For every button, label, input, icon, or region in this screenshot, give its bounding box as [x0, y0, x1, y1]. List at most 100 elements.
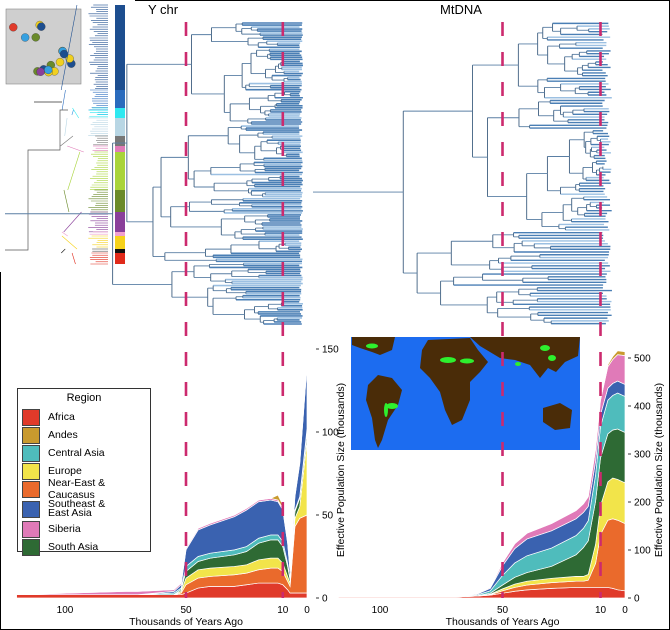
- x-axis-title: Thousands of Years Ago: [129, 616, 243, 628]
- legend-item: Europe: [18, 462, 150, 480]
- legend-label: South Asia: [48, 541, 99, 553]
- archaeological-site-marker: [515, 362, 521, 366]
- haplogroup-pie: [36, 67, 45, 76]
- y-tick-label: 150: [322, 345, 339, 356]
- haplogroup-inset: [0, 0, 135, 272]
- haplogroup-color-bar: [115, 212, 125, 232]
- inset-tree-branch: [61, 248, 66, 254]
- legend-item: Africa: [18, 408, 150, 426]
- x-tick-label: 10: [595, 605, 607, 616]
- haplogroup-color-bar: [115, 108, 125, 118]
- legend-swatch: [22, 538, 40, 556]
- x-tick-label: 50: [180, 605, 192, 616]
- haplogroup-pie: [21, 33, 30, 42]
- legend-swatch: [22, 408, 40, 426]
- region-legend: Region Africa Andes Central Asia Europe Near…: [17, 388, 151, 556]
- inset-tree-root: [5, 109, 68, 251]
- haplogroup-color-bar: [115, 146, 125, 152]
- inset-tree-branch: [71, 109, 74, 116]
- legend-swatch: [22, 480, 40, 498]
- haplogroup-pie: [44, 65, 53, 75]
- x-axis-title: Thousands of Years Ago: [446, 616, 560, 628]
- haplogroup-color-bar: [115, 232, 125, 236]
- archaeological-site-marker: [540, 345, 550, 351]
- haplogroup-color-bar: [115, 253, 125, 264]
- ychr-area-chart: [16, 363, 308, 599]
- legend-item: Central Asia: [18, 444, 150, 462]
- inset-tree-branch: [60, 4, 78, 91]
- haplogroup-color-bar: [115, 90, 125, 110]
- inset-tree-branch: [64, 117, 68, 137]
- legend-item: Siberia: [18, 520, 150, 538]
- x-tick-label: 10: [277, 605, 289, 616]
- reference-lines: [184, 22, 602, 598]
- archaeological-site-marker: [548, 355, 556, 361]
- haplogroup-pie: [31, 33, 40, 42]
- legend-item: Andes: [18, 426, 150, 444]
- y-tick-label: 300: [634, 450, 651, 461]
- x-tick-label: 50: [497, 605, 509, 616]
- haplogroup-color-bar: [115, 190, 125, 212]
- legend-label: Europe: [48, 465, 82, 477]
- world-map-inset: [351, 337, 580, 450]
- mtdna-title: MtDNA: [440, 2, 482, 17]
- legend-label: Andes: [48, 429, 78, 441]
- legend-swatch: [22, 444, 40, 462]
- x-tick-label: 0: [304, 605, 310, 616]
- inset-tree-branch: [72, 107, 80, 119]
- haplogroup-color-bar: [115, 249, 125, 253]
- legend-swatch: [22, 462, 40, 480]
- legend-label: Africa: [48, 411, 75, 423]
- inset-tree-branch: [61, 235, 78, 250]
- archaeological-site-marker: [460, 358, 474, 364]
- haplogroup-color-bar: [115, 136, 125, 146]
- y-tick-label: 500: [634, 354, 651, 365]
- haplogroup-pie: [9, 23, 18, 32]
- haplogroup-pie: [37, 22, 46, 31]
- y-tick-label: 50: [322, 511, 334, 522]
- mtdna-area-chart: [338, 350, 626, 599]
- ychr-tree: [5, 22, 303, 325]
- legend-label: Central Asia: [48, 447, 105, 459]
- legend-title: Region: [66, 392, 102, 404]
- inset-tree-branch: [67, 151, 81, 191]
- x-tick-label: 100: [372, 605, 389, 616]
- y-tick-label: 400: [634, 402, 651, 413]
- inset-tree-branch: [71, 252, 76, 265]
- legend-label: Siberia: [48, 523, 81, 535]
- archaeological-site-marker: [366, 343, 378, 349]
- haplogroup-color-bar: [115, 5, 125, 90]
- legend-swatch: [22, 520, 40, 538]
- haplogroup-pie: [55, 57, 65, 67]
- legend-item: South Asia: [18, 538, 150, 556]
- archaeological-site-marker: [440, 357, 456, 363]
- inset-tree-branch: [60, 135, 74, 147]
- y-axis-title: Effective Population Size (thousands): [335, 383, 347, 557]
- area-andes: [16, 363, 308, 596]
- continent: [543, 403, 572, 430]
- legend-label: Near-East & Caucasus: [48, 477, 106, 501]
- legend-item: Near-East & Caucasus: [18, 477, 150, 501]
- legend-swatch: [22, 426, 40, 444]
- continent: [470, 337, 580, 378]
- inset-tree-branch: [63, 189, 70, 213]
- inset-tree-branch: [67, 145, 84, 153]
- y-tick-label: 100: [634, 546, 651, 557]
- legend-item: Southeast & East Asia: [18, 498, 150, 520]
- area-andes: [338, 350, 626, 598]
- x-tick-label: 100: [57, 605, 74, 616]
- legend-swatch: [22, 500, 40, 518]
- haplogroup-pie: [65, 54, 74, 63]
- inset-tree-branch: [61, 231, 68, 237]
- continent: [366, 375, 402, 448]
- x-tick-label: 0: [622, 605, 628, 616]
- inset-tree-branch: [63, 211, 82, 233]
- mtdna-tree: [313, 22, 612, 325]
- haplogroup-pie: [59, 49, 69, 59]
- y-tick-label: 200: [634, 498, 651, 509]
- y-tick-label: 0: [634, 594, 640, 605]
- ychr-title: Y chr: [148, 2, 179, 17]
- archaeological-site-marker: [384, 403, 388, 417]
